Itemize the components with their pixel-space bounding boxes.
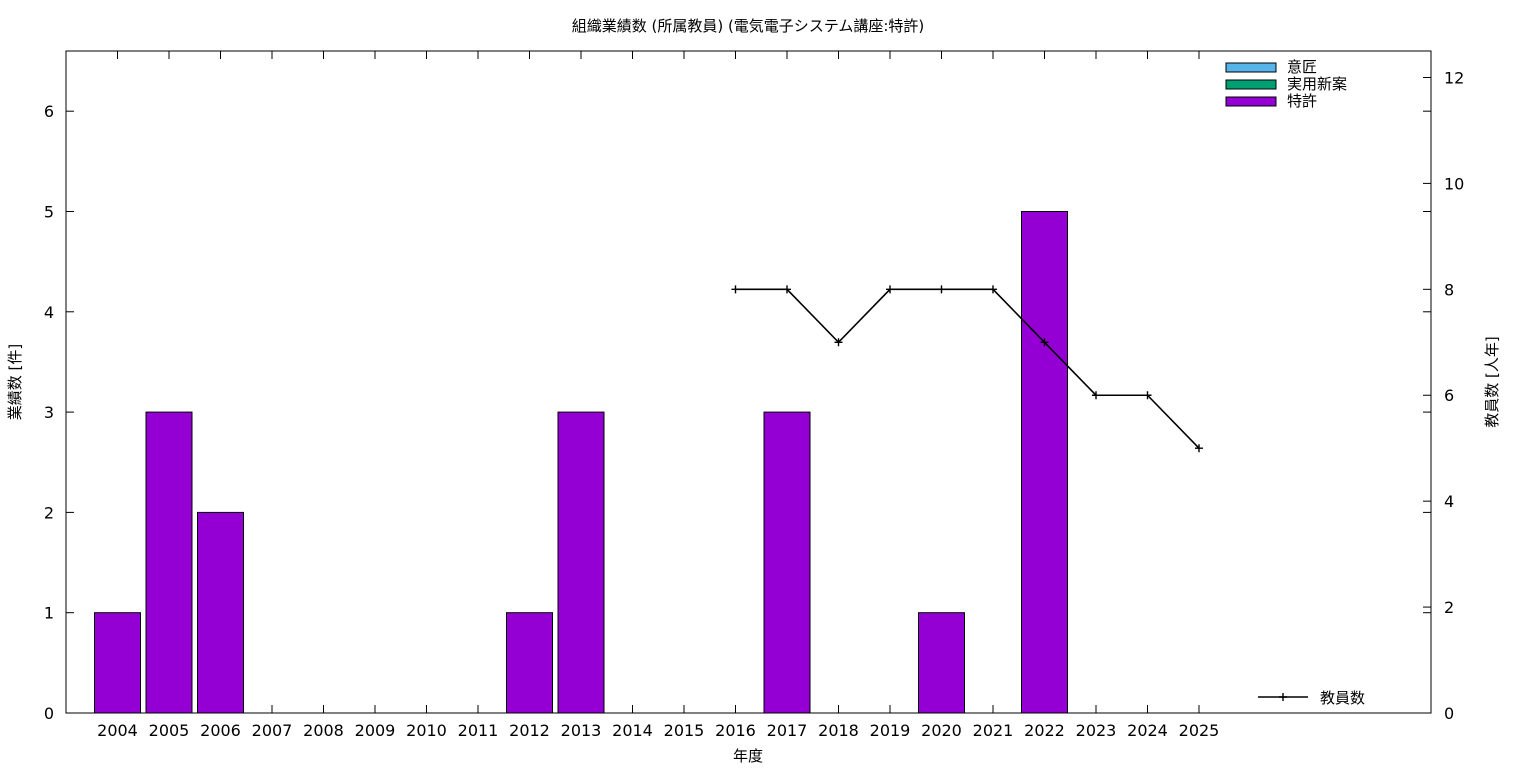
bar-2022 bbox=[1021, 210, 1068, 714]
y2-tick-label: 10 bbox=[1444, 174, 1464, 193]
x-tick-label: 2011 bbox=[458, 721, 499, 740]
y-tick-label: 6 bbox=[44, 102, 54, 121]
x-tick-label: 2025 bbox=[1179, 721, 1220, 740]
faculty-point bbox=[1195, 444, 1203, 453]
y-axis-label: 業績数 [件] bbox=[6, 344, 24, 420]
faculty-point bbox=[834, 338, 843, 347]
y2-tick-label: 8 bbox=[1444, 280, 1454, 299]
x-tick-label: 2015 bbox=[664, 721, 705, 740]
faculty-point bbox=[937, 285, 946, 294]
y2-axis-ticks: 0 2 4 6 8 10 12 bbox=[1423, 68, 1464, 723]
legend-label: 意匠 bbox=[1287, 58, 1317, 76]
y2-tick-label: 6 bbox=[1444, 386, 1454, 405]
line-legend-label: 教員数 bbox=[1320, 689, 1365, 707]
y2-tick-label: 4 bbox=[1444, 492, 1454, 511]
bar-2006 bbox=[197, 511, 244, 714]
x-tick-label: 2023 bbox=[1076, 721, 1117, 740]
y-axis-ticks: 0 1 2 3 4 5 6 bbox=[44, 102, 1431, 723]
x-tick-label: 2014 bbox=[612, 721, 653, 740]
x-tick-label: 2020 bbox=[921, 721, 962, 740]
bar-2013 bbox=[557, 411, 605, 714]
x-tick-label: 2021 bbox=[973, 721, 1014, 740]
bar-2020 bbox=[918, 612, 965, 714]
y-tick-label: 2 bbox=[44, 503, 54, 522]
chart-title: 組織業績数 (所属教員) (電気電子システム講座:特許) bbox=[572, 17, 925, 35]
y2-axis-label: 教員数 [人年] bbox=[1483, 336, 1501, 427]
x-tick-label: 2004 bbox=[97, 721, 138, 740]
bar-2005 bbox=[145, 411, 193, 714]
line-legend: 教員数 bbox=[1258, 689, 1365, 707]
x-tick-label: 2005 bbox=[149, 721, 190, 740]
x-tick-label: 2009 bbox=[355, 721, 396, 740]
x-tick-label: 2022 bbox=[1024, 721, 1065, 740]
faculty-point bbox=[886, 285, 894, 294]
x-tick-label: 2013 bbox=[561, 721, 602, 740]
faculty-point bbox=[989, 285, 997, 294]
y2-tick-label: 2 bbox=[1444, 598, 1454, 617]
faculty-line-path bbox=[735, 288, 1200, 449]
x-tick-label: 2008 bbox=[303, 721, 344, 740]
y-tick-label: 1 bbox=[44, 604, 54, 623]
bar-2012 bbox=[506, 612, 553, 714]
bar-2004 bbox=[94, 612, 141, 714]
faculty-point bbox=[783, 285, 791, 294]
line-legend-marker bbox=[1279, 693, 1287, 701]
x-axis-ticks: 2004 2005 2006 2007 2008 2009 2010 2011 2012 2013… bbox=[97, 51, 1219, 740]
faculty-line bbox=[731, 285, 1203, 453]
y2-tick-label: 0 bbox=[1444, 704, 1454, 723]
legend-swatch bbox=[1225, 62, 1277, 73]
legend-label: 実用新案 bbox=[1287, 75, 1347, 93]
y-tick-label: 4 bbox=[44, 303, 54, 322]
legend-swatch bbox=[1225, 96, 1277, 107]
y-tick-label: 3 bbox=[44, 403, 54, 422]
y2-tick-label: 12 bbox=[1444, 68, 1464, 87]
legend-swatch bbox=[1225, 79, 1277, 90]
faculty-point bbox=[1040, 338, 1049, 347]
x-tick-label: 2006 bbox=[200, 721, 241, 740]
x-tick-label: 2007 bbox=[252, 721, 293, 740]
x-tick-label: 2019 bbox=[870, 721, 911, 740]
y-tick-label: 0 bbox=[44, 704, 54, 723]
y-tick-label: 5 bbox=[44, 202, 54, 221]
faculty-point bbox=[731, 285, 740, 294]
legend-label: 特許 bbox=[1287, 92, 1317, 110]
faculty-point bbox=[1143, 391, 1152, 400]
x-axis-label: 年度 bbox=[733, 747, 763, 765]
plot-area bbox=[65, 50, 1432, 714]
faculty-point bbox=[1092, 391, 1100, 400]
x-tick-label: 2017 bbox=[767, 721, 808, 740]
x-tick-label: 2016 bbox=[715, 721, 756, 740]
x-tick-label: 2018 bbox=[818, 721, 859, 740]
x-tick-label: 2012 bbox=[509, 721, 550, 740]
x-tick-label: 2024 bbox=[1127, 721, 1168, 740]
x-tick-label: 2010 bbox=[406, 721, 447, 740]
bar-2017 bbox=[763, 411, 811, 714]
bars bbox=[94, 210, 1068, 714]
